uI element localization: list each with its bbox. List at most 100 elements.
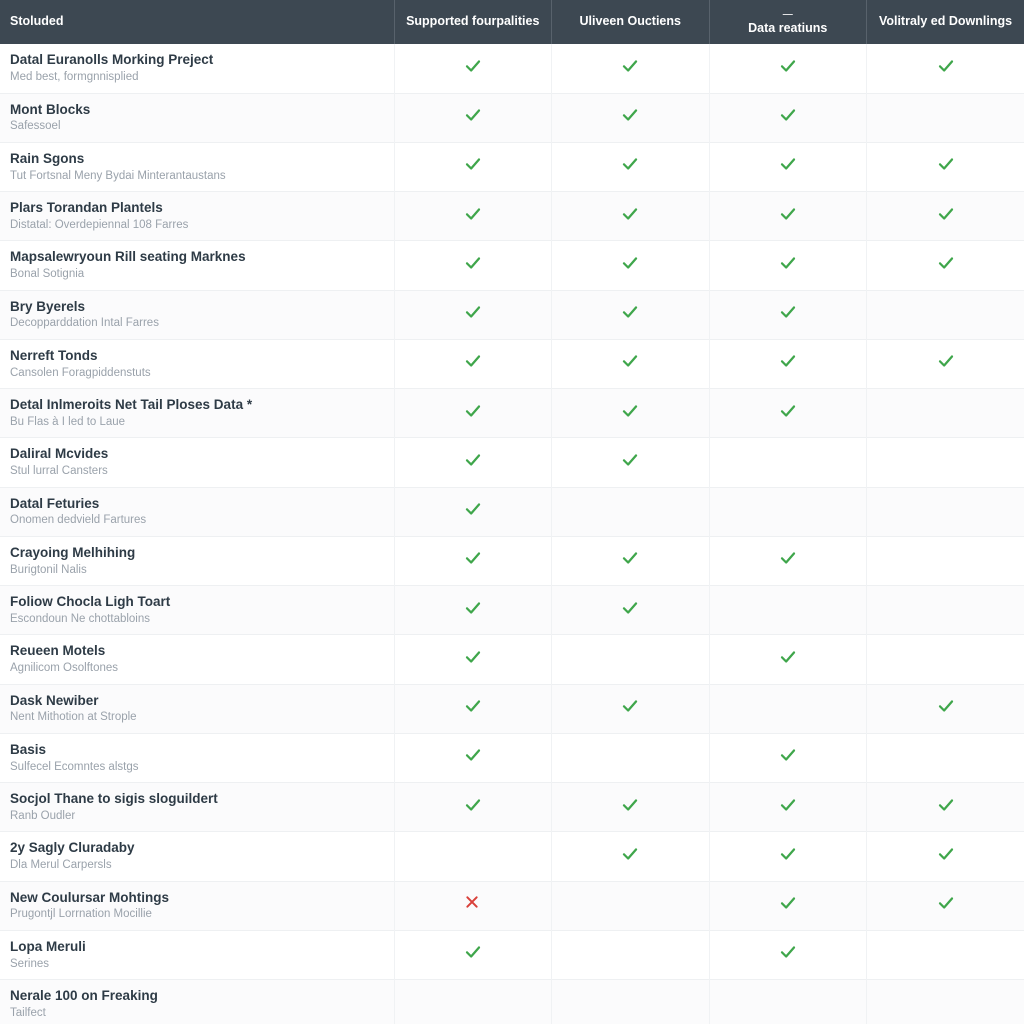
feature-cell: Nerreft TondsCansolen Foragpiddenstuts bbox=[0, 339, 394, 388]
header-label-line2: Data reatiuns bbox=[748, 21, 827, 35]
check-icon bbox=[779, 894, 797, 912]
mark-cell bbox=[867, 438, 1024, 487]
header-label: Uliveen Ouctiens bbox=[580, 14, 681, 28]
feature-title: Mont Blocks bbox=[10, 102, 384, 119]
feature-cell: Socjol Thane to sigis sloguildertRanb Ou… bbox=[0, 783, 394, 832]
mark-cell bbox=[709, 290, 867, 339]
feature-cell: Crayoing MelhihingBurigtonil Nalis bbox=[0, 536, 394, 585]
check-icon bbox=[937, 254, 955, 272]
mark-cell bbox=[709, 783, 867, 832]
feature-title: Plars Torandan Plantels bbox=[10, 200, 384, 217]
check-icon bbox=[621, 254, 639, 272]
check-icon bbox=[779, 57, 797, 75]
feature-title: Foliow Chocla Ligh Toart bbox=[10, 594, 384, 611]
feature-subtitle: Escondoun Ne chottabloins bbox=[10, 612, 384, 626]
mark-cell bbox=[394, 881, 552, 930]
mark-cell bbox=[867, 783, 1024, 832]
mark-cell bbox=[867, 192, 1024, 241]
header-col-1: Supported fourpalities bbox=[394, 0, 552, 44]
mark-cell bbox=[709, 487, 867, 536]
feature-title: Crayoing Melhihing bbox=[10, 545, 384, 562]
feature-subtitle: Prugontjl Lorrnation Mocillie bbox=[10, 907, 384, 921]
table-row: Bry ByerelsDecopparddation Intal Farres bbox=[0, 290, 1024, 339]
mark-cell bbox=[394, 733, 552, 782]
mark-cell bbox=[709, 241, 867, 290]
check-icon bbox=[621, 106, 639, 124]
table-row: 2y Sagly CluradabyDla Merul Carpersls bbox=[0, 832, 1024, 881]
feature-title: Reueen Motels bbox=[10, 643, 384, 660]
mark-cell bbox=[552, 389, 710, 438]
feature-subtitle: Onomen dedvield Fartures bbox=[10, 513, 384, 527]
table-row: Mapsalewryoun Rill seating MarknesBonal … bbox=[0, 241, 1024, 290]
check-icon bbox=[464, 451, 482, 469]
check-icon bbox=[937, 845, 955, 863]
mark-cell bbox=[394, 635, 552, 684]
mark-cell bbox=[867, 487, 1024, 536]
mark-cell bbox=[867, 586, 1024, 635]
check-icon bbox=[621, 697, 639, 715]
feature-subtitle: Med best, formgnnisplied bbox=[10, 70, 384, 84]
check-icon bbox=[464, 599, 482, 617]
check-icon bbox=[621, 57, 639, 75]
check-icon bbox=[779, 106, 797, 124]
feature-cell: Dask NewiberNent Mithotion at Strople bbox=[0, 684, 394, 733]
mark-cell bbox=[394, 487, 552, 536]
feature-cell: Datal FeturiesOnomen dedvield Fartures bbox=[0, 487, 394, 536]
mark-cell bbox=[394, 192, 552, 241]
mark-cell bbox=[394, 684, 552, 733]
mark-cell bbox=[709, 980, 867, 1024]
mark-cell bbox=[709, 733, 867, 782]
table-row: Crayoing MelhihingBurigtonil Nalis bbox=[0, 536, 1024, 585]
check-icon bbox=[937, 155, 955, 173]
check-icon bbox=[779, 943, 797, 961]
mark-cell bbox=[867, 93, 1024, 142]
check-icon bbox=[621, 205, 639, 223]
feature-title: Socjol Thane to sigis sloguildert bbox=[10, 791, 384, 808]
cross-icon bbox=[464, 894, 482, 912]
feature-comparison-table: Stoluded Supported fourpalities Uliveen … bbox=[0, 0, 1024, 1024]
table-row: Daliral McvidesStul lurral Cansters bbox=[0, 438, 1024, 487]
check-icon bbox=[779, 402, 797, 420]
mark-cell bbox=[867, 832, 1024, 881]
check-icon bbox=[621, 549, 639, 567]
check-icon bbox=[937, 352, 955, 370]
feature-subtitle: Ranb Oudler bbox=[10, 809, 384, 823]
table-row: Nerreft TondsCansolen Foragpiddenstuts bbox=[0, 339, 1024, 388]
mark-cell bbox=[867, 930, 1024, 979]
mark-cell bbox=[709, 389, 867, 438]
feature-cell: Daliral McvidesStul lurral Cansters bbox=[0, 438, 394, 487]
feature-cell: Mapsalewryoun Rill seating MarknesBonal … bbox=[0, 241, 394, 290]
mark-cell bbox=[709, 684, 867, 733]
header-label: Stoluded bbox=[10, 14, 63, 28]
feature-cell: Reueen MotelsAgnilicom Osolftones bbox=[0, 635, 394, 684]
feature-cell: Foliow Chocla Ligh ToartEscondoun Ne cho… bbox=[0, 586, 394, 635]
feature-cell: New Coulursar MohtingsPrugontjl Lorrnati… bbox=[0, 881, 394, 930]
feature-title: 2y Sagly Cluradaby bbox=[10, 840, 384, 857]
check-icon bbox=[464, 648, 482, 666]
mark-cell bbox=[394, 44, 552, 93]
check-icon bbox=[464, 549, 482, 567]
header-label: Supported fourpalities bbox=[406, 14, 539, 28]
mark-cell bbox=[552, 733, 710, 782]
check-icon bbox=[779, 648, 797, 666]
feature-title: Rain Sgons bbox=[10, 151, 384, 168]
table-row: Mont BlocksSafessoel bbox=[0, 93, 1024, 142]
feature-subtitle: Distatal: Overdepiennal 108 Farres bbox=[10, 218, 384, 232]
feature-title: Basis bbox=[10, 742, 384, 759]
feature-subtitle: Cansolen Foragpiddenstuts bbox=[10, 366, 384, 380]
mark-cell bbox=[867, 733, 1024, 782]
check-icon bbox=[464, 402, 482, 420]
mark-cell bbox=[709, 586, 867, 635]
check-icon bbox=[464, 500, 482, 518]
mark-cell bbox=[867, 635, 1024, 684]
mark-cell bbox=[552, 881, 710, 930]
feature-subtitle: Tailfect bbox=[10, 1006, 384, 1020]
mark-cell bbox=[394, 832, 552, 881]
check-icon bbox=[621, 796, 639, 814]
feature-title: Datal Feturies bbox=[10, 496, 384, 513]
mark-cell bbox=[867, 339, 1024, 388]
mark-cell bbox=[709, 192, 867, 241]
header-col-4: Volitraly ed Downlings bbox=[867, 0, 1024, 44]
mark-cell bbox=[394, 142, 552, 191]
mark-cell bbox=[709, 93, 867, 142]
